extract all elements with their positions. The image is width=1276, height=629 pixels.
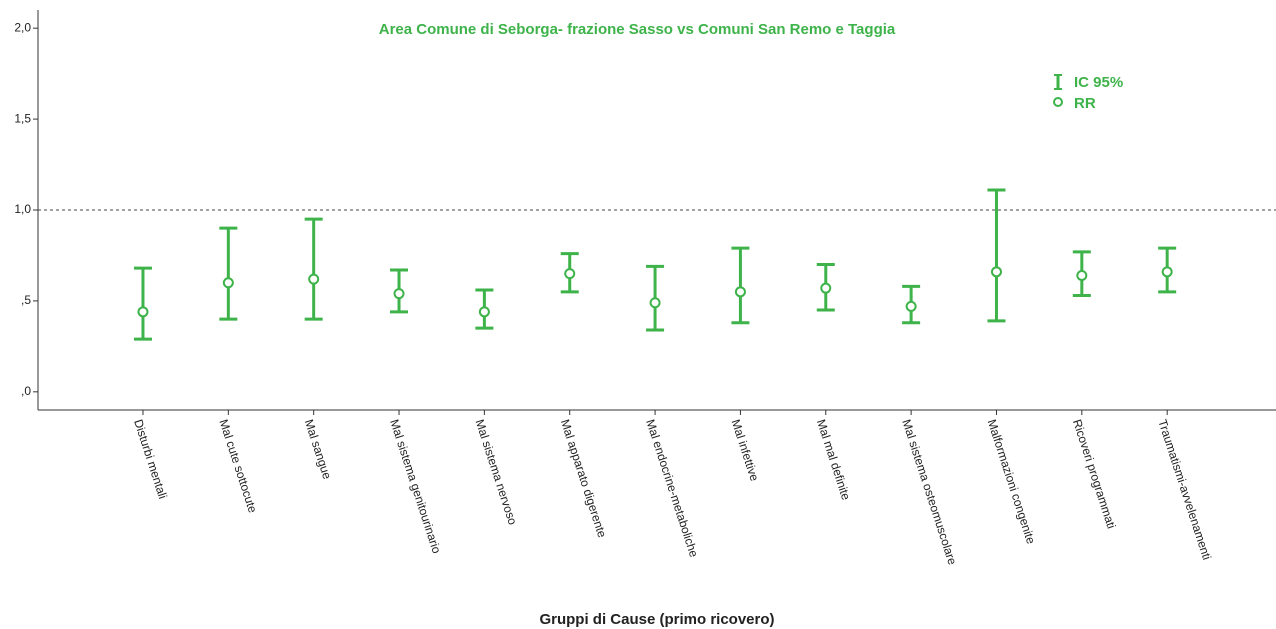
- y-tick-label: 1,0: [14, 202, 31, 216]
- y-tick-label: 2,0: [14, 20, 31, 34]
- rr-point: [478, 306, 490, 318]
- rr-point: [820, 282, 832, 294]
- rr-point: [564, 268, 576, 280]
- y-tick-label: ,5: [21, 293, 31, 307]
- rr-point: [1161, 266, 1173, 278]
- y-tick-label: ,0: [21, 384, 31, 398]
- rr-point: [1076, 269, 1088, 281]
- x-tick-label: Mal infettive: [729, 418, 762, 484]
- x-tick-label: Traumatismi-avvelenamenti: [1155, 418, 1214, 562]
- rr-point: [990, 266, 1002, 278]
- legend-label: IC 95%: [1074, 74, 1123, 91]
- x-tick-label: Mal apparato digerente: [558, 418, 610, 540]
- rr-point: [905, 300, 917, 312]
- rr-point: [734, 286, 746, 298]
- x-axis-title: Gruppi di Cause (primo ricovero): [539, 611, 774, 628]
- rr-point: [649, 297, 661, 309]
- x-tick-label: Mal sistema nervoso: [473, 418, 520, 527]
- x-tick-label: Mal sangue: [302, 418, 335, 482]
- rr-point: [222, 277, 234, 289]
- rr-point: [137, 306, 149, 318]
- x-tick-label: Ricoveri programmati: [1070, 418, 1119, 531]
- rr-point: [308, 273, 320, 285]
- y-tick-label: 1,5: [14, 111, 31, 125]
- x-tick-label: Mal sistema osteomuscolare: [899, 418, 959, 567]
- x-tick-label: Mal endocrine-metaboliche: [643, 418, 701, 560]
- x-tick-label: Disturbi mentali: [131, 418, 170, 501]
- legend-rr-icon: [1053, 97, 1063, 107]
- chart-title: Area Comune di Seborga- frazione Sasso v…: [379, 21, 896, 38]
- x-tick-label: Mal mal definite: [814, 418, 853, 503]
- x-tick-label: Mal cute sottocute: [216, 418, 260, 515]
- x-tick-label: Mal sistema genitourinario: [387, 418, 444, 556]
- x-tick-label: Malformazioni congenite: [985, 418, 1039, 546]
- rr-point: [393, 288, 405, 300]
- legend-label: RR: [1074, 95, 1096, 112]
